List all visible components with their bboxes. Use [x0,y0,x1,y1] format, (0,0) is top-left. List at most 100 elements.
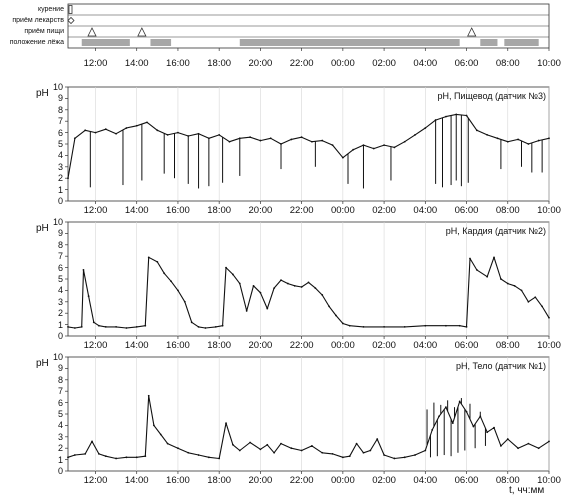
y-tick-label: 6 [57,397,63,408]
ph-data-point [321,294,324,296]
ph-data-point [98,453,100,455]
y-axis-label: pH [36,223,49,234]
ph-data-point [259,291,262,294]
panel-title: pH, Тело (датчик №1) [455,361,546,371]
y-tick-label: 9 [57,363,63,374]
event-row-label: приём лекарств [12,17,64,24]
ph-data-point [500,278,502,280]
ph-data-point [87,295,90,297]
ph-data-point [80,325,83,328]
x-tick-label: 22:00 [289,205,314,216]
ph-data-point [403,456,406,459]
ph-data-point [500,445,502,447]
y-tick-label: 0 [57,466,63,476]
ph-data-point [249,441,251,444]
ph-data-point [204,327,207,329]
ph-data-point [414,454,416,456]
event-x-tick-label: 06:00 [454,58,479,69]
medication-marker [67,16,75,25]
ph-data-point [252,284,255,287]
ph-data-point [166,133,169,136]
y-tick-label: 7 [57,251,63,262]
ph-data-point [300,449,303,452]
ph-data-point [259,448,262,451]
ph-data-point [104,128,107,131]
ph-data-point [355,442,358,445]
ph-data-point [403,140,406,143]
ph-series-2 [67,256,550,329]
ph-series-1 [67,113,550,189]
y-tick-label: 1 [57,184,63,195]
ph-data-point [352,148,355,151]
ph-data-point [135,456,138,459]
ph-data-point [73,454,76,456]
ph-data-point [232,273,234,276]
recumbent-period-bar [150,39,172,46]
ph-data-point [469,257,471,260]
ph-data-point [475,268,478,271]
ph-data-point [300,286,303,288]
x-tick-label: 18:00 [207,340,232,351]
ph-data-point [259,139,262,142]
ph-data-point [84,129,87,132]
y-tick-label: 1 [57,454,63,465]
ph-data-point [232,443,234,446]
x-tick-label: 10:00 [537,205,561,216]
x-tick-label: 06:00 [454,205,479,216]
ph-data-point [548,137,550,140]
x-tick-label: 16:00 [166,340,190,351]
meal-marker [467,27,477,37]
x-tick-label: 14:00 [124,205,149,216]
time-unit-label: t, чч:мм [509,485,545,496]
y-tick-label: 10 [52,352,63,362]
event-x-tick-label: 00:00 [330,58,355,69]
x-tick-label: 04:00 [413,340,438,351]
ph-data-point [144,455,147,458]
ph-data-point [534,296,537,299]
ph-data-point [218,133,221,136]
ph-data-point [307,281,310,284]
ph-data-point [393,457,396,460]
ph-data-point [290,138,293,141]
x-tick-label: 12:00 [83,340,108,351]
ph-data-point [465,325,468,328]
ph-data-point [125,127,128,129]
ph-data-point [221,324,224,327]
ph-data-point [218,457,221,460]
y-tick-label: 4 [57,150,63,161]
x-tick-label: 18:00 [207,475,232,486]
ph-data-point [177,289,179,292]
ph-data-point [238,282,241,285]
ph-data-point [266,307,269,310]
ph-data-point [445,115,447,118]
ph-data-point [115,325,117,328]
ph-data-point [152,424,155,427]
y-tick-label: 9 [57,228,63,239]
ph-data-point [135,325,138,328]
ph-data-point [431,429,434,431]
ph-data-point [197,454,200,456]
ph-data-point [331,453,334,455]
ph-data-point [321,139,324,142]
recumbent-period-bar [504,39,539,46]
y-tick-label: 8 [57,104,63,115]
ph-series-3 [67,394,550,460]
ph-data-point [290,447,293,450]
ph-data-point [163,272,166,275]
x-tick-label: 16:00 [166,205,190,216]
ph-data-point [238,449,241,452]
ph-data-point [125,327,128,329]
y-tick-label: 10 [52,82,63,92]
ph-data-point [321,451,324,454]
event-x-tick-label: 04:00 [413,58,438,69]
y-tick-label: 4 [57,420,63,431]
ph-data-point [465,114,468,117]
x-tick-label: 20:00 [248,340,273,351]
x-tick-label: 08:00 [495,475,520,486]
x-tick-label: 18:00 [207,205,232,216]
ph-data-point [438,415,440,418]
meal-marker [87,27,97,37]
ph-data-point [190,321,193,324]
ph-data-point [156,261,159,263]
